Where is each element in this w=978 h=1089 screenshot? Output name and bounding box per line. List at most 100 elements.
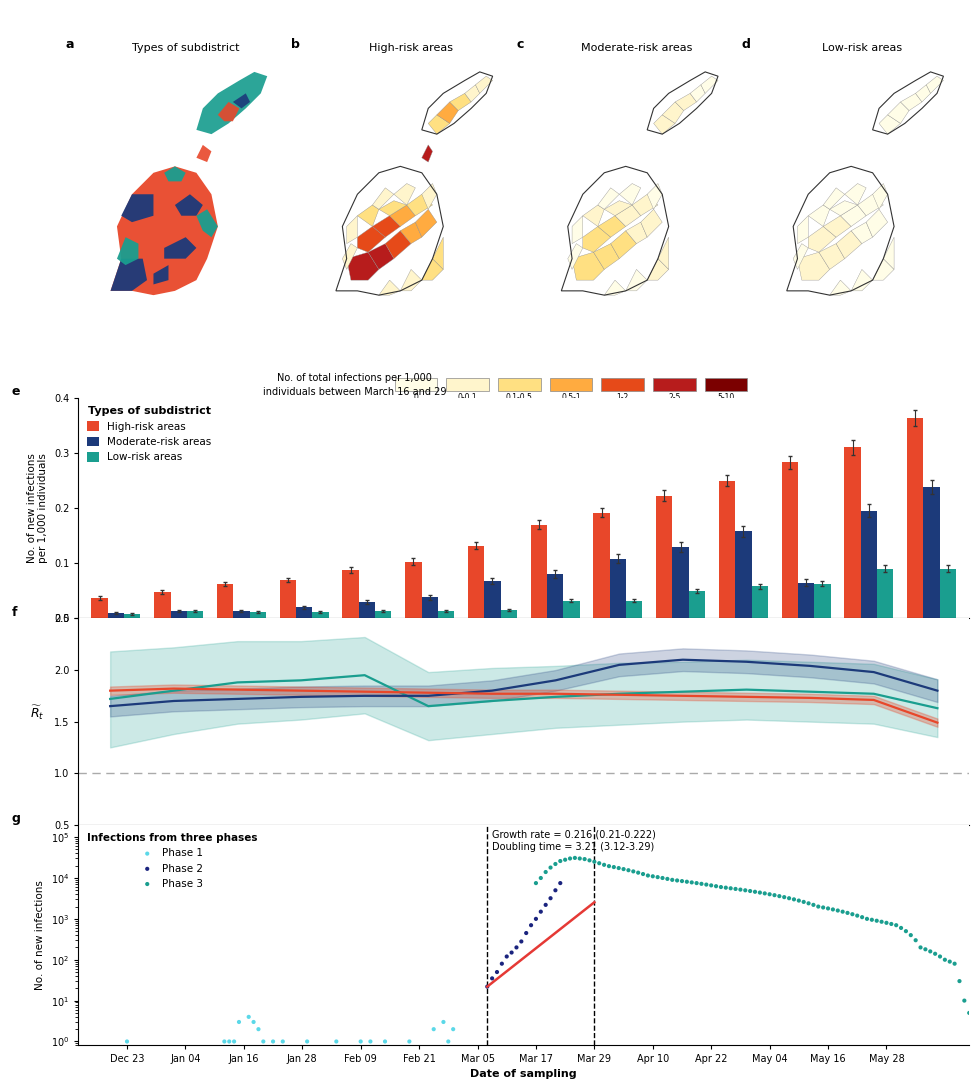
Polygon shape	[393, 184, 415, 205]
Bar	[843, 448, 860, 619]
Phase 1	[440, 1032, 456, 1050]
Phase 1	[299, 1032, 315, 1050]
Phase 3	[960, 1004, 976, 1021]
Polygon shape	[175, 194, 202, 216]
Polygon shape	[571, 216, 582, 244]
Phase 2	[489, 964, 505, 981]
Polygon shape	[610, 231, 636, 259]
Bar	[530, 525, 547, 619]
Phase 3	[882, 915, 898, 932]
Polygon shape	[465, 85, 479, 102]
Text: a: a	[66, 38, 74, 51]
Polygon shape	[646, 259, 668, 280]
Phase 3	[552, 853, 567, 870]
Polygon shape	[406, 194, 432, 216]
Phase 3	[907, 931, 922, 949]
Polygon shape	[342, 244, 357, 269]
Phase 3	[596, 856, 611, 873]
Phase 3	[625, 862, 641, 880]
Phase 3	[635, 866, 650, 883]
Polygon shape	[925, 76, 943, 94]
Phase 2	[479, 978, 495, 995]
Bar	[655, 495, 672, 619]
Phase 3	[615, 860, 631, 878]
Text: g: g	[12, 811, 21, 824]
Bar	[672, 547, 689, 619]
Phase 3	[556, 851, 572, 868]
Phase 3	[746, 883, 762, 901]
Phase 3	[693, 876, 709, 893]
Polygon shape	[598, 216, 625, 237]
Phase 2	[542, 890, 557, 907]
X-axis label: Date of sampling: Date of sampling	[470, 641, 576, 651]
Legend: Phase 1, Phase 2, Phase 3: Phase 1, Phase 2, Phase 3	[83, 830, 260, 892]
Phase 3	[640, 867, 655, 884]
Phase 3	[776, 889, 791, 906]
Polygon shape	[900, 94, 921, 111]
Phase 3	[810, 897, 825, 915]
Polygon shape	[111, 259, 147, 291]
Text: b: b	[290, 38, 299, 51]
Bar	[108, 613, 124, 619]
Phase 3	[868, 911, 884, 929]
Polygon shape	[914, 85, 930, 102]
Text: e: e	[12, 384, 20, 397]
Bar	[280, 579, 295, 619]
Bar	[422, 598, 437, 619]
Text: d: d	[741, 38, 750, 51]
Polygon shape	[797, 253, 828, 280]
Phase 3	[659, 870, 675, 888]
Text: f: f	[12, 607, 17, 619]
Phase 3	[717, 879, 733, 896]
Phase 3	[956, 992, 971, 1010]
Polygon shape	[164, 237, 197, 259]
Phase 1	[275, 1032, 290, 1050]
Phase 1	[226, 1032, 242, 1050]
Bar	[500, 610, 516, 619]
Phase 3	[707, 878, 723, 895]
Phase 3	[800, 894, 816, 911]
X-axis label: Date of sampling: Date of sampling	[470, 848, 576, 858]
Polygon shape	[218, 102, 239, 121]
Polygon shape	[385, 231, 411, 259]
Bar	[437, 611, 454, 619]
Bar	[860, 511, 876, 619]
Phase 3	[859, 910, 874, 928]
Title: Moderate-risk areas: Moderate-risk areas	[580, 42, 691, 52]
Title: Types of subdistrict: Types of subdistrict	[132, 42, 240, 52]
Y-axis label: No. of new infections
per 1,000 individuals: No. of new infections per 1,000 individu…	[26, 453, 48, 563]
Phase 2	[522, 917, 538, 934]
Bar	[609, 559, 625, 619]
Text: 2-5: 2-5	[667, 393, 680, 402]
Phase 3	[911, 939, 927, 956]
Polygon shape	[422, 184, 436, 209]
Phase 1	[377, 1032, 392, 1050]
Bar	[217, 584, 233, 619]
Polygon shape	[882, 237, 893, 269]
Polygon shape	[614, 205, 641, 227]
Phase 1	[265, 1032, 281, 1050]
Phase 1	[245, 1013, 261, 1030]
Bar	[751, 587, 767, 619]
Polygon shape	[835, 231, 861, 259]
Phase 3	[931, 947, 947, 965]
Phase 3	[815, 898, 830, 916]
Phase 3	[839, 904, 855, 921]
Polygon shape	[603, 280, 625, 295]
Phase 3	[926, 945, 942, 963]
Polygon shape	[887, 102, 909, 123]
Y-axis label: No. of new infections: No. of new infections	[35, 880, 45, 990]
Y-axis label: $\widetilde{R}_t$: $\widetilde{R}_t$	[30, 703, 44, 722]
Phase 3	[581, 852, 597, 869]
Polygon shape	[582, 227, 610, 253]
Bar	[704, 378, 746, 391]
Bar	[446, 378, 489, 391]
Phase 3	[897, 922, 912, 940]
Bar	[394, 378, 437, 391]
Polygon shape	[625, 269, 646, 291]
Phase 2	[509, 939, 524, 956]
Bar	[295, 608, 312, 619]
Phase 3	[527, 874, 543, 892]
Polygon shape	[357, 227, 385, 253]
Text: 0: 0	[413, 393, 418, 402]
